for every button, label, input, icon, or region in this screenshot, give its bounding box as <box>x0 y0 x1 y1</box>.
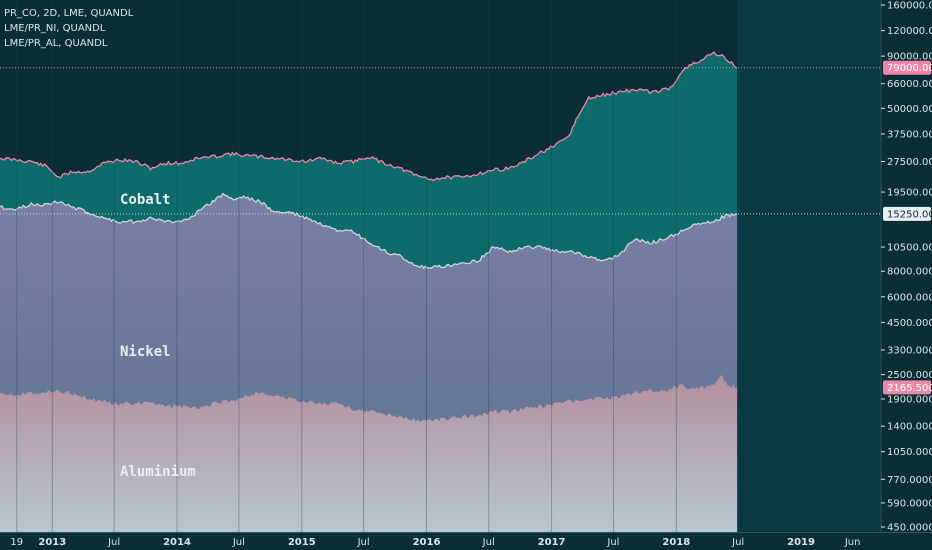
x-tick-label: 2013 <box>38 537 66 548</box>
x-tick-label: Jul <box>232 537 245 548</box>
y-tick-label: 1900.0000 <box>887 394 932 405</box>
y-tick-label: 6000.0000 <box>887 292 932 303</box>
area-label-cobalt: Cobalt <box>120 192 171 208</box>
y-tick-label: 4500.0000 <box>887 318 932 329</box>
tag-background <box>883 60 931 75</box>
y-tick-label: 3300.0000 <box>887 345 932 356</box>
area-aluminium[interactable] <box>0 374 738 532</box>
legend-item-nickel[interactable]: LME/PR_NI, QUANDL <box>4 23 106 34</box>
x-tick-label: Jul <box>482 537 495 548</box>
last-value-tag-aluminium[interactable]: 2165.5000 <box>883 380 932 395</box>
y-tick-label: 8000.0000 <box>887 267 932 278</box>
y-tick-label: 1400.0000 <box>887 422 932 433</box>
legend-item-aluminium[interactable]: LME/PR_AL, QUANDL <box>4 38 108 49</box>
y-tick-label: 37500.0000 <box>887 129 932 140</box>
last-value-tag-cobalt[interactable]: 79000.0000 <box>883 60 932 75</box>
y-tick-label: 1050.0000 <box>887 447 932 458</box>
y-tick-label: 19500.0000 <box>887 188 932 199</box>
y-tick-label: 160000.0000 <box>887 1 932 12</box>
legend-item-cobalt[interactable]: PR_CO, 2D, LME, QUANDL <box>4 8 134 19</box>
y-tick-label: 27500.0000 <box>887 157 932 168</box>
y-tick-label: 590.0000 <box>887 498 932 509</box>
x-tick-label: 2018 <box>662 537 690 548</box>
tag-value: 79000.0000 <box>887 63 932 74</box>
y-tick-label: 66000.0000 <box>887 79 932 90</box>
y-tick-label: 120000.0000 <box>887 26 932 37</box>
x-tick-label: Jun <box>844 537 861 548</box>
line-nickel[interactable] <box>0 192 738 270</box>
x-tick-label: Jul <box>107 537 120 548</box>
x-tick-label: 2015 <box>288 537 316 548</box>
x-tick-label: 2016 <box>413 537 441 548</box>
y-tick-label: 450.0000 <box>887 523 932 534</box>
x-tick-label: Jul <box>731 537 744 548</box>
x-tick-label: 2014 <box>163 537 191 548</box>
tag-background <box>883 206 931 221</box>
x-tick-label: 2019 <box>787 537 815 548</box>
last-value-tag-nickel[interactable]: 15250.0000 <box>883 206 932 221</box>
area-label-nickel: Nickel <box>120 344 171 360</box>
x-tick-label: Jul <box>606 537 619 548</box>
line-cobalt[interactable] <box>0 51 738 182</box>
series-legend: PR_CO, 2D, LME, QUANDL LME/PR_NI, QUANDL… <box>4 6 133 51</box>
x-tick-label: 19 <box>10 537 23 548</box>
area-label-aluminium: Aluminium <box>120 464 196 480</box>
y-tick-label: 770.0000 <box>887 475 932 486</box>
y-tick-label: 2500.0000 <box>887 370 932 381</box>
y-tick-label: 50000.0000 <box>887 104 932 115</box>
tag-background <box>883 380 931 395</box>
x-tick-label: 2017 <box>538 537 566 548</box>
y-tick-label: 90000.0000 <box>887 52 932 63</box>
tag-value: 2165.5000 <box>887 383 932 394</box>
y-tick-label: 10500.0000 <box>887 243 932 254</box>
future-region <box>737 0 880 532</box>
tag-value: 15250.0000 <box>887 209 932 220</box>
x-tick-label: Jul <box>357 537 370 548</box>
